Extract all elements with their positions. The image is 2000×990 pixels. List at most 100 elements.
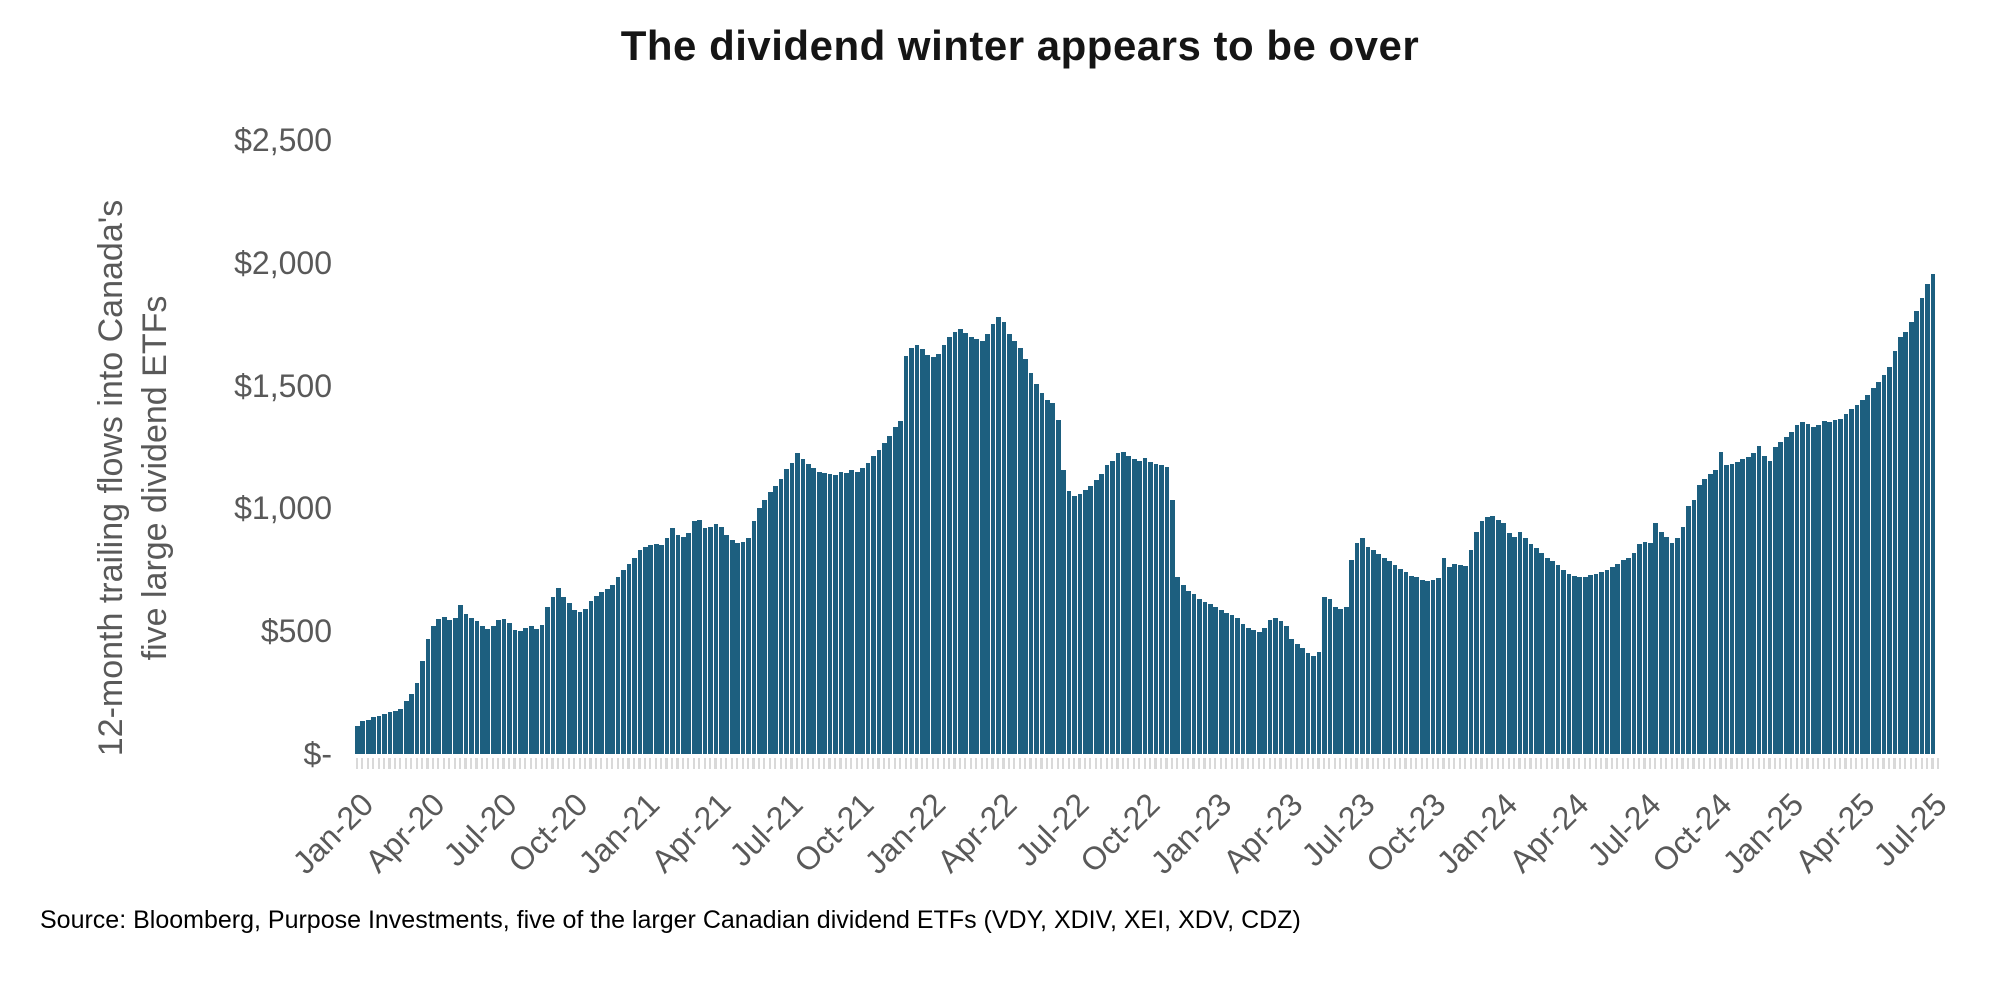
y-tick-label: $2,500 bbox=[234, 122, 332, 158]
x-axis-minor-tick bbox=[871, 758, 875, 769]
bar bbox=[539, 625, 545, 754]
x-axis-minor-tick bbox=[453, 758, 456, 769]
x-axis-minor-tick bbox=[877, 758, 880, 769]
x-tick-label: Jan-22 bbox=[857, 786, 953, 881]
x-axis-minor-tick bbox=[1312, 758, 1315, 769]
x-tick-label: Apr-22 bbox=[930, 786, 1024, 880]
bar bbox=[1289, 638, 1295, 754]
bar bbox=[1838, 418, 1843, 754]
x-axis-minor-tick bbox=[1594, 758, 1597, 769]
x-axis-minor-tick bbox=[562, 758, 565, 769]
bar bbox=[1169, 499, 1175, 754]
bar bbox=[355, 725, 360, 754]
bar bbox=[1072, 496, 1077, 754]
chart-title: The dividend winter appears to be over bbox=[620, 22, 1420, 69]
x-axis-minor-tick bbox=[1116, 758, 1119, 769]
x-axis-minor-tick bbox=[361, 758, 364, 769]
bar bbox=[1441, 558, 1447, 754]
x-axis-minor-tick bbox=[1697, 758, 1700, 769]
bar bbox=[996, 316, 1001, 754]
bar bbox=[365, 719, 371, 754]
bar bbox=[816, 471, 822, 754]
bar bbox=[1099, 474, 1105, 754]
bar bbox=[528, 626, 534, 754]
bar bbox=[849, 470, 855, 754]
bar bbox=[974, 338, 980, 754]
bar bbox=[930, 357, 936, 754]
x-axis-minor-tick bbox=[1203, 758, 1206, 769]
x-axis-minor-tick bbox=[1583, 758, 1586, 769]
bar bbox=[1327, 599, 1333, 754]
x-axis-minor-tick bbox=[469, 758, 473, 769]
bar bbox=[1718, 452, 1724, 754]
bar bbox=[1305, 653, 1311, 754]
x-axis-minor-tick bbox=[1453, 758, 1456, 769]
bar bbox=[1370, 550, 1376, 754]
bar bbox=[1762, 455, 1767, 754]
bar bbox=[822, 472, 827, 754]
x-axis-minor-tick bbox=[953, 758, 956, 769]
x-axis-minor-tick bbox=[1197, 758, 1201, 769]
x-axis-minor-tick bbox=[551, 758, 554, 769]
x-axis-minor-tick bbox=[1132, 758, 1135, 769]
x-axis-minor-tick bbox=[437, 758, 440, 769]
bar bbox=[1925, 283, 1930, 754]
x-tick-label: Apr-24 bbox=[1502, 786, 1596, 880]
x-axis-minor-tick bbox=[486, 758, 489, 769]
bar bbox=[1816, 424, 1822, 754]
bar bbox=[1474, 531, 1479, 754]
x-axis-minor-tick bbox=[1458, 758, 1461, 769]
x-axis-minor-tick bbox=[1469, 758, 1472, 769]
bar bbox=[1745, 456, 1751, 754]
x-axis-minor-tick bbox=[1920, 758, 1923, 769]
x-axis-minor-tick bbox=[1366, 758, 1369, 769]
bar bbox=[1626, 557, 1632, 754]
x-axis-minor-tick bbox=[1377, 758, 1380, 769]
bar bbox=[767, 492, 773, 754]
x-tick-label: Jan-21 bbox=[571, 786, 667, 881]
x-axis-minor-tick bbox=[768, 758, 771, 769]
bar bbox=[1892, 351, 1898, 754]
x-axis-minor-tick bbox=[1328, 758, 1331, 769]
bar bbox=[479, 626, 485, 754]
x-axis-minor-tick bbox=[1768, 758, 1771, 769]
bar bbox=[583, 609, 588, 754]
bar bbox=[1566, 573, 1572, 754]
x-axis-minor-tick bbox=[1871, 758, 1874, 769]
x-axis-minor-tick bbox=[1784, 758, 1787, 769]
bar bbox=[1354, 542, 1360, 754]
bar bbox=[469, 617, 474, 754]
bar bbox=[1783, 437, 1789, 754]
bar bbox=[887, 435, 893, 754]
bar bbox=[393, 711, 398, 754]
y-axis-title: 12-month trailing flows into Canada's fi… bbox=[89, 200, 177, 756]
x-axis-minor-tick bbox=[524, 758, 527, 769]
bar bbox=[1490, 515, 1496, 754]
x-axis-minor-tick bbox=[1181, 758, 1184, 769]
bar bbox=[1061, 470, 1066, 754]
bar bbox=[626, 563, 632, 754]
bar bbox=[642, 546, 648, 754]
x-axis-minor-tick bbox=[1051, 758, 1054, 769]
bar bbox=[1577, 577, 1583, 754]
x-axis-minor-tick bbox=[942, 758, 945, 769]
x-axis-minor-tick bbox=[1344, 758, 1347, 769]
bar bbox=[1137, 460, 1143, 754]
x-axis-minor-tick bbox=[1409, 758, 1412, 769]
bar bbox=[1436, 578, 1441, 754]
x-axis-minor-tick bbox=[915, 758, 918, 769]
x-axis-minor-tick bbox=[850, 758, 853, 769]
bar bbox=[1463, 566, 1469, 754]
x-axis-minor-tick bbox=[1143, 758, 1146, 769]
bar bbox=[1023, 358, 1028, 754]
x-axis-minor-tick bbox=[1072, 758, 1076, 769]
plot-area bbox=[355, 0, 1945, 754]
x-axis-minor-tick bbox=[1909, 758, 1912, 769]
bar bbox=[789, 463, 795, 754]
bar bbox=[1267, 620, 1273, 754]
x-axis-minor-tick bbox=[1833, 758, 1836, 769]
x-axis-minor-tick bbox=[573, 758, 576, 769]
bar bbox=[1142, 458, 1148, 754]
bar bbox=[1180, 584, 1186, 754]
bar bbox=[1604, 570, 1610, 754]
